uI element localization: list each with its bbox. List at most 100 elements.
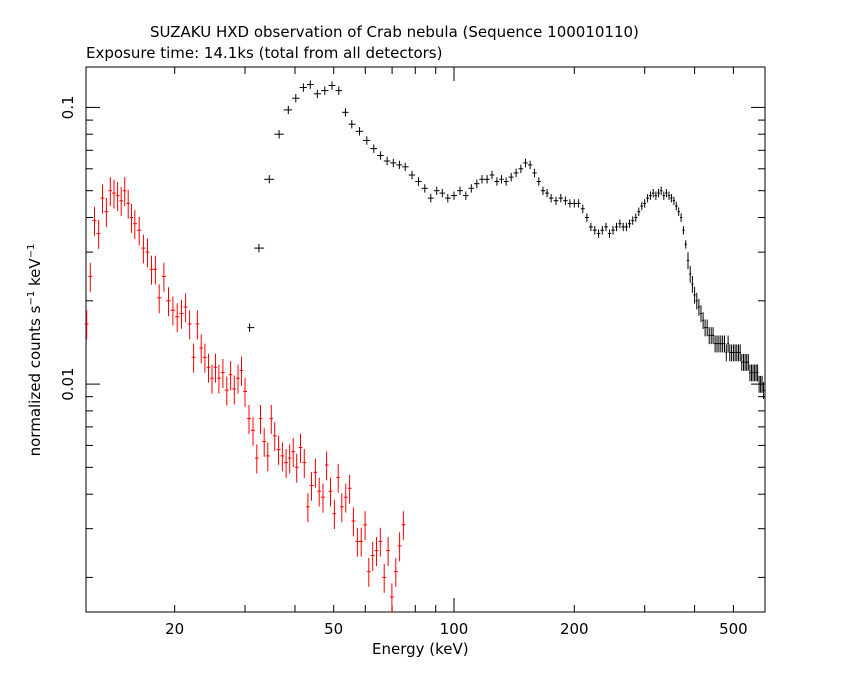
x-tick-label: 20 [165,620,184,638]
data-point [710,327,713,345]
data-point [640,201,644,211]
data-point [665,189,668,198]
data-point [351,507,356,537]
data-point [624,222,628,232]
data-point [706,319,709,337]
data-point [332,500,337,529]
data-point [302,449,307,478]
data-point [631,216,635,225]
data-point [499,175,504,184]
data-point [513,168,519,178]
data-point [291,438,295,467]
data-point [191,343,196,373]
data-point [276,435,281,465]
data-point [299,83,307,92]
data-point [374,537,379,566]
data-point [342,108,349,117]
data-point [266,442,270,472]
data-point [287,444,292,474]
data-point [203,343,207,373]
data-point [328,81,336,90]
data-point [359,527,364,557]
data-point [567,199,573,208]
data-point [408,170,416,180]
data-point [508,173,514,182]
data-point [662,191,666,200]
data-point [84,310,89,340]
data-point [313,89,322,99]
data-point [258,405,263,434]
data-point [175,303,180,333]
data-point [691,275,694,293]
data-point [377,151,384,160]
data-point [695,292,698,310]
data-point [363,136,371,145]
data-point [166,287,171,317]
data-point [390,583,394,613]
data-point [292,94,300,103]
data-point [306,493,310,523]
data-point [313,458,318,488]
data-point [450,191,457,200]
data-point [195,310,200,340]
data-point [618,219,622,228]
data-point [179,299,184,329]
data-point [421,184,428,193]
data-point [747,354,750,371]
data-point [433,186,440,195]
data-point [401,511,406,541]
data-point [210,364,214,394]
data-point [634,213,638,222]
data-point [572,199,577,208]
data-point [563,196,568,205]
data-point [745,354,748,371]
data-point [104,198,109,227]
data-point [611,226,615,235]
data-point [457,186,463,195]
data-point [445,194,451,203]
data-point [758,375,760,393]
data-point [157,284,162,314]
data-point [370,541,375,571]
data-point [686,252,690,270]
data-point [386,537,390,566]
data-point [717,335,720,353]
data-point [749,364,751,382]
y-tick-label: 0.01 [59,367,77,400]
data-point [735,344,738,362]
data-point [336,463,340,493]
data-point [494,177,500,186]
data-point [284,449,288,478]
data-point [335,86,343,95]
data-point [659,186,663,195]
data-point [88,262,93,292]
data-point [739,344,741,362]
data-point [269,405,273,434]
data-point [340,493,344,523]
data-point [378,527,383,557]
data-point [689,265,692,283]
data-point [654,191,658,200]
axis-tick-labels: 20 50 100 200 500 0.1 0.01 [59,95,748,638]
chart-subtitle: Exposure time: 14.1ks (total from all de… [86,44,443,62]
x-tick-label: 200 [560,620,589,638]
data-point [153,255,158,285]
data-point [306,80,314,89]
data-point [484,175,490,184]
data-point [549,194,554,203]
data-point [679,213,683,222]
data-point [474,179,480,188]
data-point [328,477,333,507]
data-point [393,558,398,587]
data-point [753,364,756,382]
data-point [553,196,559,205]
data-point [355,127,364,136]
data-point [737,344,740,362]
data-point [479,175,485,184]
data-point [298,433,303,463]
data-marks [84,80,766,613]
x-axis-label: Energy (keV) [372,640,469,658]
data-point [503,177,509,186]
data-point [657,189,660,198]
data-point [741,354,743,371]
